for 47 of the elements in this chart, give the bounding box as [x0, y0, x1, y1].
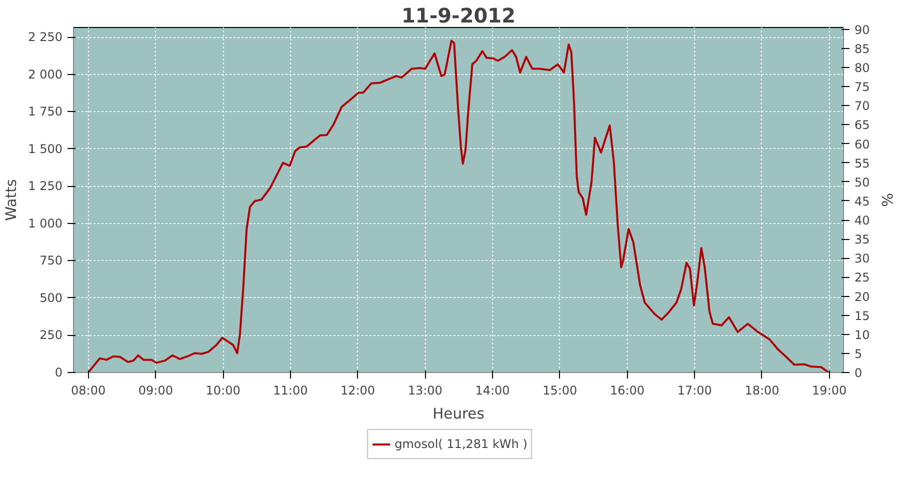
y2-tick-label: 85: [854, 42, 870, 56]
x-tick-label: 16:00: [610, 384, 645, 398]
y-tick-label: 0: [54, 366, 63, 380]
y2-tick-label: 60: [854, 137, 870, 152]
y-tick-label: 1 500: [28, 142, 63, 156]
x-tick-label: 13:00: [408, 384, 442, 398]
x-tick-label: 08:00: [71, 384, 106, 398]
y2-tick-label: 10: [854, 328, 870, 342]
y2-tick-label: 80: [854, 61, 870, 76]
x-tick-label: 17:00: [677, 384, 712, 398]
y2-tick-label: 0: [854, 366, 862, 380]
x-tick-label: 18:00: [744, 384, 780, 398]
y2-tick-label: 90: [854, 22, 870, 37]
y2-tick-label: 70: [854, 99, 870, 114]
y2-tick-label: 20: [854, 290, 870, 304]
y2-tick-label: 55: [854, 156, 870, 170]
y-tick-label: 500: [40, 290, 62, 305]
y-tick-label: 250: [40, 328, 62, 342]
x-tick-label: 10:00: [206, 384, 240, 398]
y2-tick-label: 45: [854, 194, 870, 208]
x-tick-label: 14:00: [475, 384, 510, 398]
y2-tick-label: 75: [854, 80, 870, 94]
x-tick-label: 09:00: [138, 384, 173, 398]
x-axis-title: Heures: [432, 406, 484, 422]
x-tick-label: 19:00: [812, 384, 847, 398]
x-tick-label: 12:00: [340, 384, 376, 398]
y-tick-label: 2 250: [28, 30, 63, 44]
y-tick-label: 1 000: [28, 216, 63, 230]
x-tick-label: 11:00: [273, 384, 308, 398]
x-tick-label: 15:00: [542, 384, 578, 398]
y2-tick-label: 15: [854, 308, 870, 323]
y2-tick-label: 5: [854, 346, 862, 361]
y2-tick-label: 65: [854, 118, 870, 132]
y-tick-label: 1 750: [28, 104, 63, 119]
y2-tick-label: 35: [854, 232, 870, 247]
y2-tick-label: 50: [854, 175, 870, 190]
y-tick-label: 1 250: [28, 179, 63, 194]
y-axis-title: Watts: [3, 179, 20, 221]
y2-axis-title: %: [878, 193, 895, 208]
y-tick-label: 750: [40, 254, 62, 268]
y-tick-label: 2 000: [28, 67, 63, 82]
chart-title: 11-9-2012: [401, 4, 516, 28]
legend-label: gmosol( 11,281 kWh ): [394, 437, 528, 451]
y2-tick-label: 40: [854, 214, 870, 228]
y2-tick-label: 30: [854, 252, 870, 266]
line-series: [87, 40, 830, 372]
y2-tick-label: 25: [854, 270, 870, 285]
